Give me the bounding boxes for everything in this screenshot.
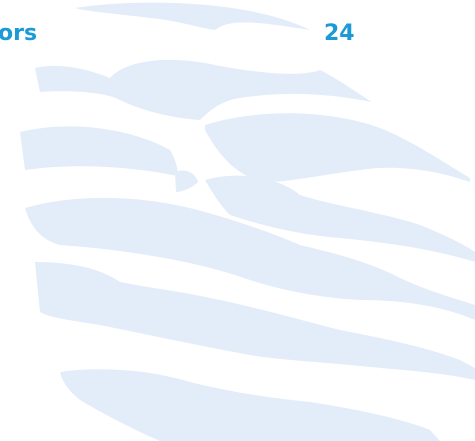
heading-fragment: ors xyxy=(0,21,37,46)
band xyxy=(20,126,178,176)
band xyxy=(175,170,198,192)
decorative-bands xyxy=(20,3,475,441)
background: ors 24 xyxy=(0,0,475,441)
band xyxy=(35,60,372,120)
page: ors 24 (() => { const data = JSON.parse(… xyxy=(0,0,475,441)
page-number: 24 xyxy=(324,21,355,46)
band xyxy=(205,113,470,182)
band xyxy=(75,3,310,30)
band xyxy=(60,369,440,441)
